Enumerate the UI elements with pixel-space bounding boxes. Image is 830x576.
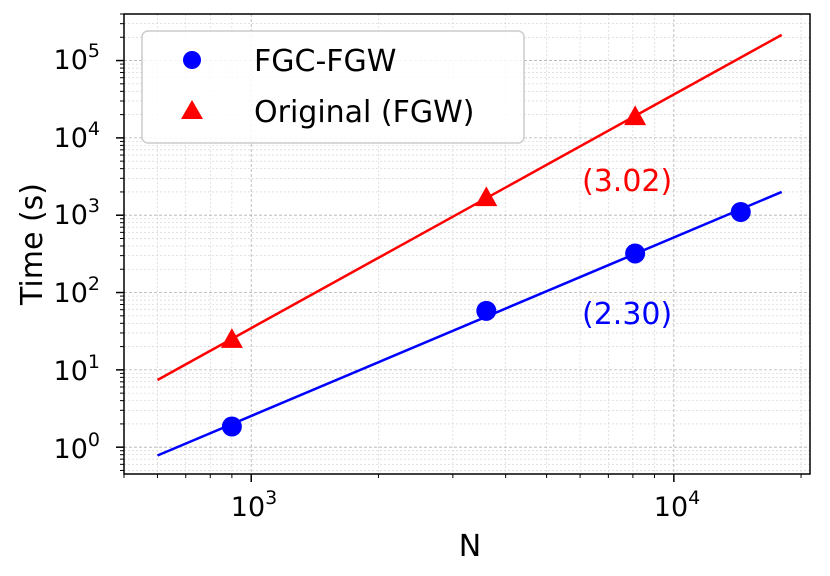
x-tick-label: 103 <box>231 487 277 523</box>
data-point-original-fgw <box>624 105 647 126</box>
legend: FGC-FGW Original (FGW) <box>141 30 525 144</box>
legend-marker-circle <box>183 51 201 69</box>
legend-box <box>141 30 525 144</box>
y-tick-label: 100 <box>54 429 100 465</box>
data-point-fgc-fgw <box>476 300 497 321</box>
y-tick-label: 103 <box>54 195 100 231</box>
plot-frame <box>123 13 811 475</box>
annotation-original-fgw: (3.02) <box>582 164 672 199</box>
y-axis-label: Time (s) <box>15 183 50 306</box>
fit-line-fgc-fgw <box>156 190 783 457</box>
legend-marker-triangle <box>181 100 203 119</box>
ticks <box>116 13 802 482</box>
data-markers <box>220 105 751 437</box>
data-point-original-fgw <box>475 186 498 207</box>
data-point-fgc-fgw <box>221 416 242 437</box>
annotation-fgc-fgw: (2.30) <box>582 297 672 332</box>
x-axis-label: N <box>459 529 481 564</box>
fit-lines <box>156 33 783 457</box>
data-point-fgc-fgw <box>730 202 751 223</box>
y-tick-label: 105 <box>54 40 100 76</box>
legend-label: Original (FGW) <box>254 95 475 130</box>
y-tick-labels: 100 101 102 103 104 105 <box>54 40 100 465</box>
y-tick-label: 104 <box>54 118 100 154</box>
data-point-original-fgw <box>220 328 243 348</box>
fit-line-original-fgw <box>156 33 783 382</box>
legend-label: FGC-FGW <box>254 44 396 79</box>
x-tick-label: 104 <box>654 487 700 523</box>
x-tick-labels: 103 104 <box>231 487 700 523</box>
data-point-fgc-fgw <box>625 243 646 264</box>
y-tick-label: 101 <box>54 351 100 387</box>
y-tick-label: 102 <box>54 273 100 309</box>
